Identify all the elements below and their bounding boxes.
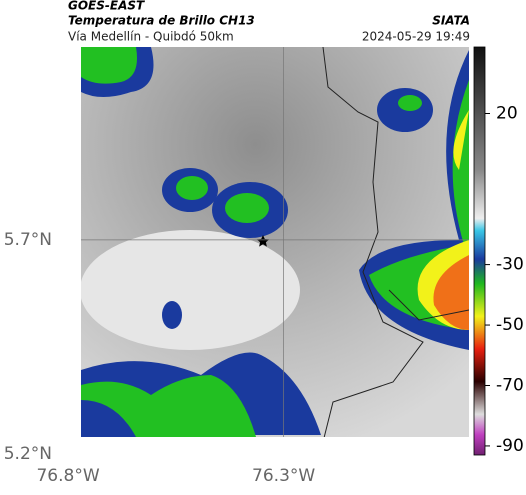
lat-tick-label: 5.2°N [4, 444, 52, 464]
lat-tick-label: 5.7°N [4, 230, 52, 250]
lon-tick-label: 76.3°W [252, 466, 315, 486]
location-marker [256, 235, 270, 247]
satellite-image [81, 47, 469, 437]
product: GOES-EAST [68, 0, 145, 13]
colorbar-tick-label: -90 [496, 436, 524, 456]
colorbar [473, 46, 486, 456]
colorbar-tick-label: -70 [496, 375, 524, 395]
lon-tick-label: 76.8°W [36, 466, 99, 486]
colorbar-tick-label: -30 [496, 255, 524, 275]
colorbar-tick-label: -50 [496, 315, 524, 335]
region: Vía Medellín - Quibdó 50km [68, 30, 234, 44]
title: Temperatura de Brillo CH13 [68, 14, 255, 28]
colorbar-tick-label: 20 [496, 103, 518, 123]
datetime: 2024-05-29 19:49 [362, 30, 470, 44]
source: SIATA [432, 14, 470, 28]
